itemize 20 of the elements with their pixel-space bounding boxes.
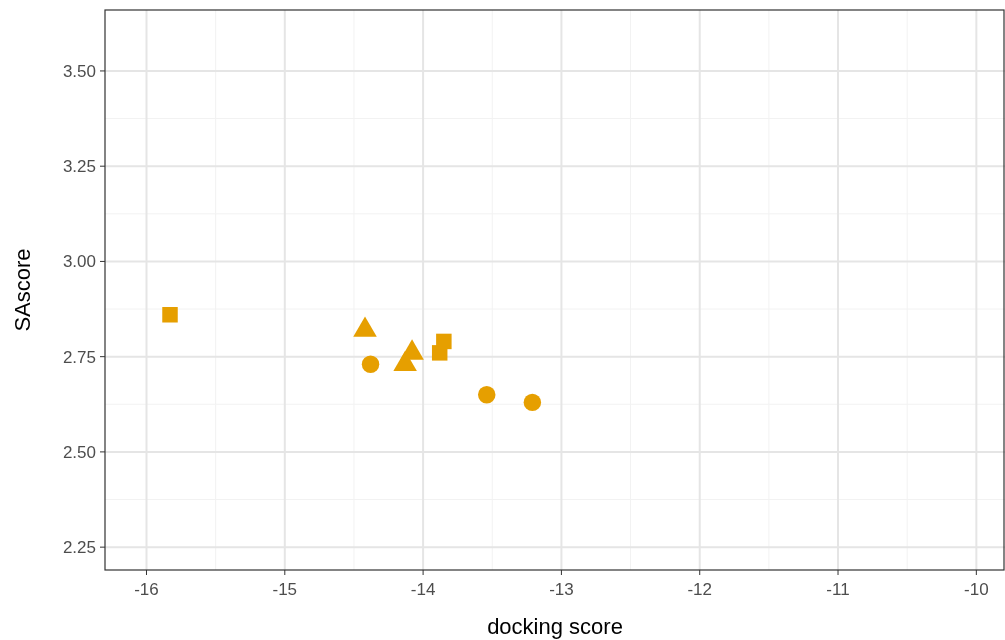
x-tick-label: -11	[826, 580, 850, 599]
y-tick-label: 2.75	[62, 347, 96, 367]
y-tick-label: 3.00	[62, 252, 96, 272]
y-axis-title: SAscore	[10, 248, 35, 332]
y-tick-label: 2.50	[62, 442, 96, 462]
point	[361, 355, 380, 374]
point	[477, 386, 496, 404]
x-tick-label: -14	[410, 580, 436, 599]
point	[162, 307, 178, 323]
y-tick-label: 3.25	[62, 157, 96, 177]
y-tick-label: 3.50	[62, 61, 96, 81]
x-tick-label: -12	[687, 580, 713, 599]
y-tick-label: 2.25	[62, 538, 96, 558]
x-tick-label: -15	[272, 580, 298, 599]
x-axis-title: docking score	[487, 614, 623, 639]
x-tick-label: -13	[549, 580, 574, 599]
point	[436, 333, 452, 350]
point	[523, 393, 542, 412]
x-tick-label: -10	[964, 580, 989, 599]
x-tick-label: -16	[134, 580, 159, 599]
